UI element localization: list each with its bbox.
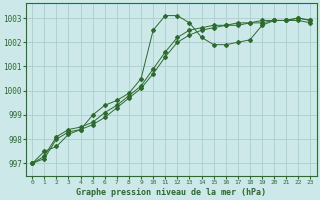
X-axis label: Graphe pression niveau de la mer (hPa): Graphe pression niveau de la mer (hPa) (76, 188, 266, 197)
